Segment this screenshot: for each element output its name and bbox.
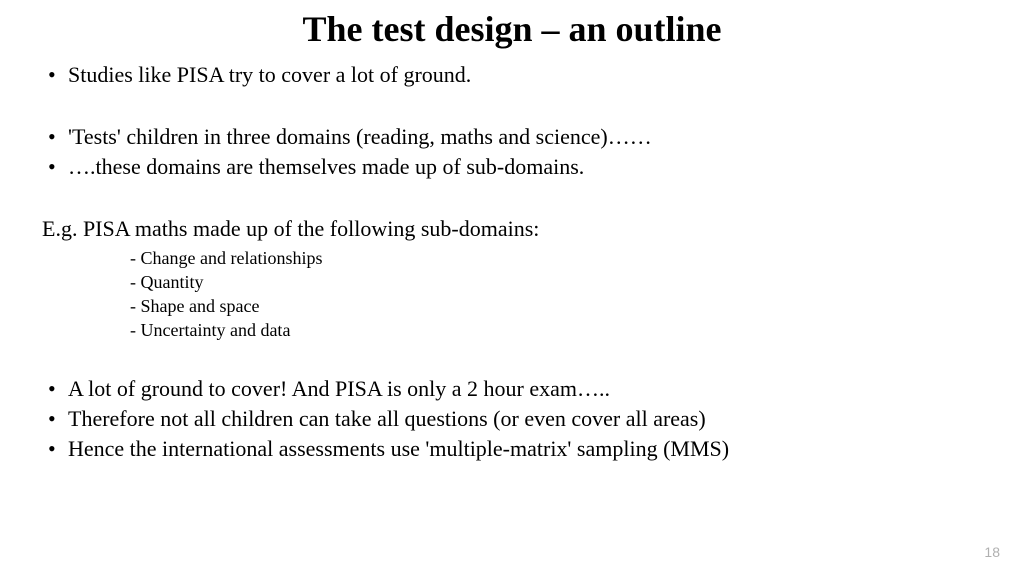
bullet-item: Therefore not all children can take all …	[40, 406, 984, 432]
bullet-item: Hence the international assessments use …	[40, 436, 984, 462]
slide-title: The test design – an outline	[40, 8, 984, 50]
spacer	[40, 92, 984, 124]
slide-container: The test design – an outline Studies lik…	[0, 0, 1024, 576]
sub-domain-list: - Change and relationships - Quantity - …	[40, 248, 984, 341]
top-bullets: Studies like PISA try to cover a lot of …	[40, 62, 984, 88]
bullet-item: ….these domains are themselves made up o…	[40, 154, 984, 180]
bullet-item: A lot of ground to cover! And PISA is on…	[40, 376, 984, 402]
page-number: 18	[984, 544, 1000, 560]
example-intro: E.g. PISA maths made up of the following…	[40, 216, 984, 242]
top-bullets-2: 'Tests' children in three domains (readi…	[40, 124, 984, 180]
bullet-item: Studies like PISA try to cover a lot of …	[40, 62, 984, 88]
spacer	[40, 184, 984, 216]
sub-domain-item: - Uncertainty and data	[40, 320, 984, 341]
bullet-item: 'Tests' children in three domains (readi…	[40, 124, 984, 150]
bottom-bullets: A lot of ground to cover! And PISA is on…	[40, 376, 984, 462]
sub-domain-item: - Quantity	[40, 272, 984, 293]
spacer	[40, 344, 984, 376]
sub-domain-item: - Shape and space	[40, 296, 984, 317]
sub-domain-item: - Change and relationships	[40, 248, 984, 269]
